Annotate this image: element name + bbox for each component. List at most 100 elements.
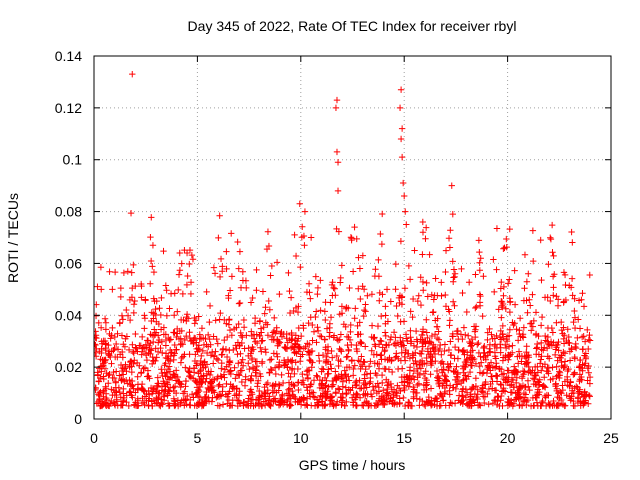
- data-point: [484, 390, 491, 398]
- data-point: [314, 284, 322, 292]
- data-point: [150, 268, 158, 276]
- data-point: [406, 379, 413, 387]
- data-point: [463, 308, 470, 316]
- data-point: [443, 382, 450, 389]
- data-point: [445, 346, 453, 354]
- data-point: [373, 351, 380, 358]
- data-point: [493, 332, 500, 340]
- data-point: [240, 316, 248, 324]
- data-point: [412, 389, 420, 397]
- data-point: [460, 376, 467, 383]
- data-point: [307, 357, 315, 365]
- data-point: [106, 268, 113, 275]
- data-point: [416, 402, 423, 409]
- data-point: [506, 326, 514, 333]
- data-point: [513, 326, 520, 333]
- data-point: [176, 267, 184, 274]
- data-point: [172, 401, 179, 408]
- data-point: [505, 367, 512, 374]
- data-point: [294, 308, 302, 316]
- data-point: [459, 289, 466, 297]
- data-point: [316, 332, 324, 340]
- data-point: [286, 402, 293, 410]
- data-point: [493, 225, 501, 232]
- data-point: [130, 309, 137, 317]
- data-point: [180, 390, 187, 397]
- data-point: [94, 353, 100, 360]
- data-point: [419, 251, 426, 258]
- data-point: [149, 353, 156, 361]
- data-point: [102, 319, 110, 326]
- data-point: [578, 333, 586, 341]
- data-point: [236, 299, 244, 307]
- data-point: [132, 399, 139, 406]
- data-point: [410, 386, 418, 393]
- data-point: [187, 374, 195, 381]
- data-point: [436, 345, 443, 353]
- data-point: [585, 345, 592, 353]
- data-point: [273, 328, 280, 335]
- data-point: [420, 370, 428, 377]
- data-point: [248, 328, 255, 335]
- data-point: [549, 273, 557, 280]
- data-point: [415, 292, 422, 299]
- data-point: [138, 333, 146, 341]
- data-point: [97, 363, 104, 370]
- data-point: [532, 309, 540, 316]
- data-point: [124, 380, 131, 387]
- data-point: [410, 342, 418, 349]
- data-point: [136, 342, 143, 349]
- data-point: [94, 328, 99, 335]
- data-point: [182, 397, 189, 404]
- data-point: [508, 397, 515, 404]
- data-point: [160, 247, 167, 255]
- data-point: [205, 398, 213, 405]
- data-point: [570, 389, 577, 397]
- data-point: [496, 402, 503, 410]
- data-point: [561, 358, 569, 365]
- data-point: [427, 371, 434, 378]
- data-point: [465, 279, 473, 286]
- data-point: [510, 383, 517, 391]
- data-point: [387, 395, 394, 402]
- data-point: [401, 285, 409, 292]
- data-point: [148, 309, 156, 316]
- y-tick-label: 0.06: [55, 255, 82, 271]
- data-point: [576, 386, 584, 393]
- data-point: [289, 365, 296, 372]
- data-point: [409, 313, 416, 321]
- data-point: [466, 368, 474, 376]
- data-point: [581, 362, 588, 369]
- data-point: [285, 386, 292, 393]
- data-point: [301, 242, 308, 249]
- data-point: [479, 312, 486, 320]
- data-point: [545, 392, 552, 399]
- data-point: [254, 377, 262, 384]
- data-point: [102, 326, 110, 333]
- data-point: [516, 384, 523, 392]
- data-point: [318, 368, 325, 375]
- data-point: [203, 288, 210, 296]
- data-point: [225, 294, 232, 302]
- data-point: [174, 402, 182, 410]
- data-point: [237, 329, 244, 337]
- data-point: [554, 393, 561, 401]
- data-point: [118, 312, 126, 319]
- data-point: [566, 348, 574, 355]
- data-point: [326, 400, 334, 408]
- chart-title: Day 345 of 2022, Rate Of TEC Index for r…: [188, 18, 517, 34]
- data-point: [362, 343, 369, 350]
- data-point: [227, 367, 234, 375]
- data-point: [536, 388, 543, 396]
- data-point: [448, 182, 455, 189]
- data-point: [450, 274, 457, 281]
- data-point: [319, 392, 326, 400]
- data-point: [474, 390, 481, 398]
- data-point: [370, 387, 378, 394]
- data-point: [158, 338, 166, 346]
- data-point: [134, 373, 141, 380]
- data-point: [117, 375, 125, 383]
- data-point: [336, 386, 343, 393]
- data-point: [401, 192, 408, 200]
- data-point: [266, 306, 274, 313]
